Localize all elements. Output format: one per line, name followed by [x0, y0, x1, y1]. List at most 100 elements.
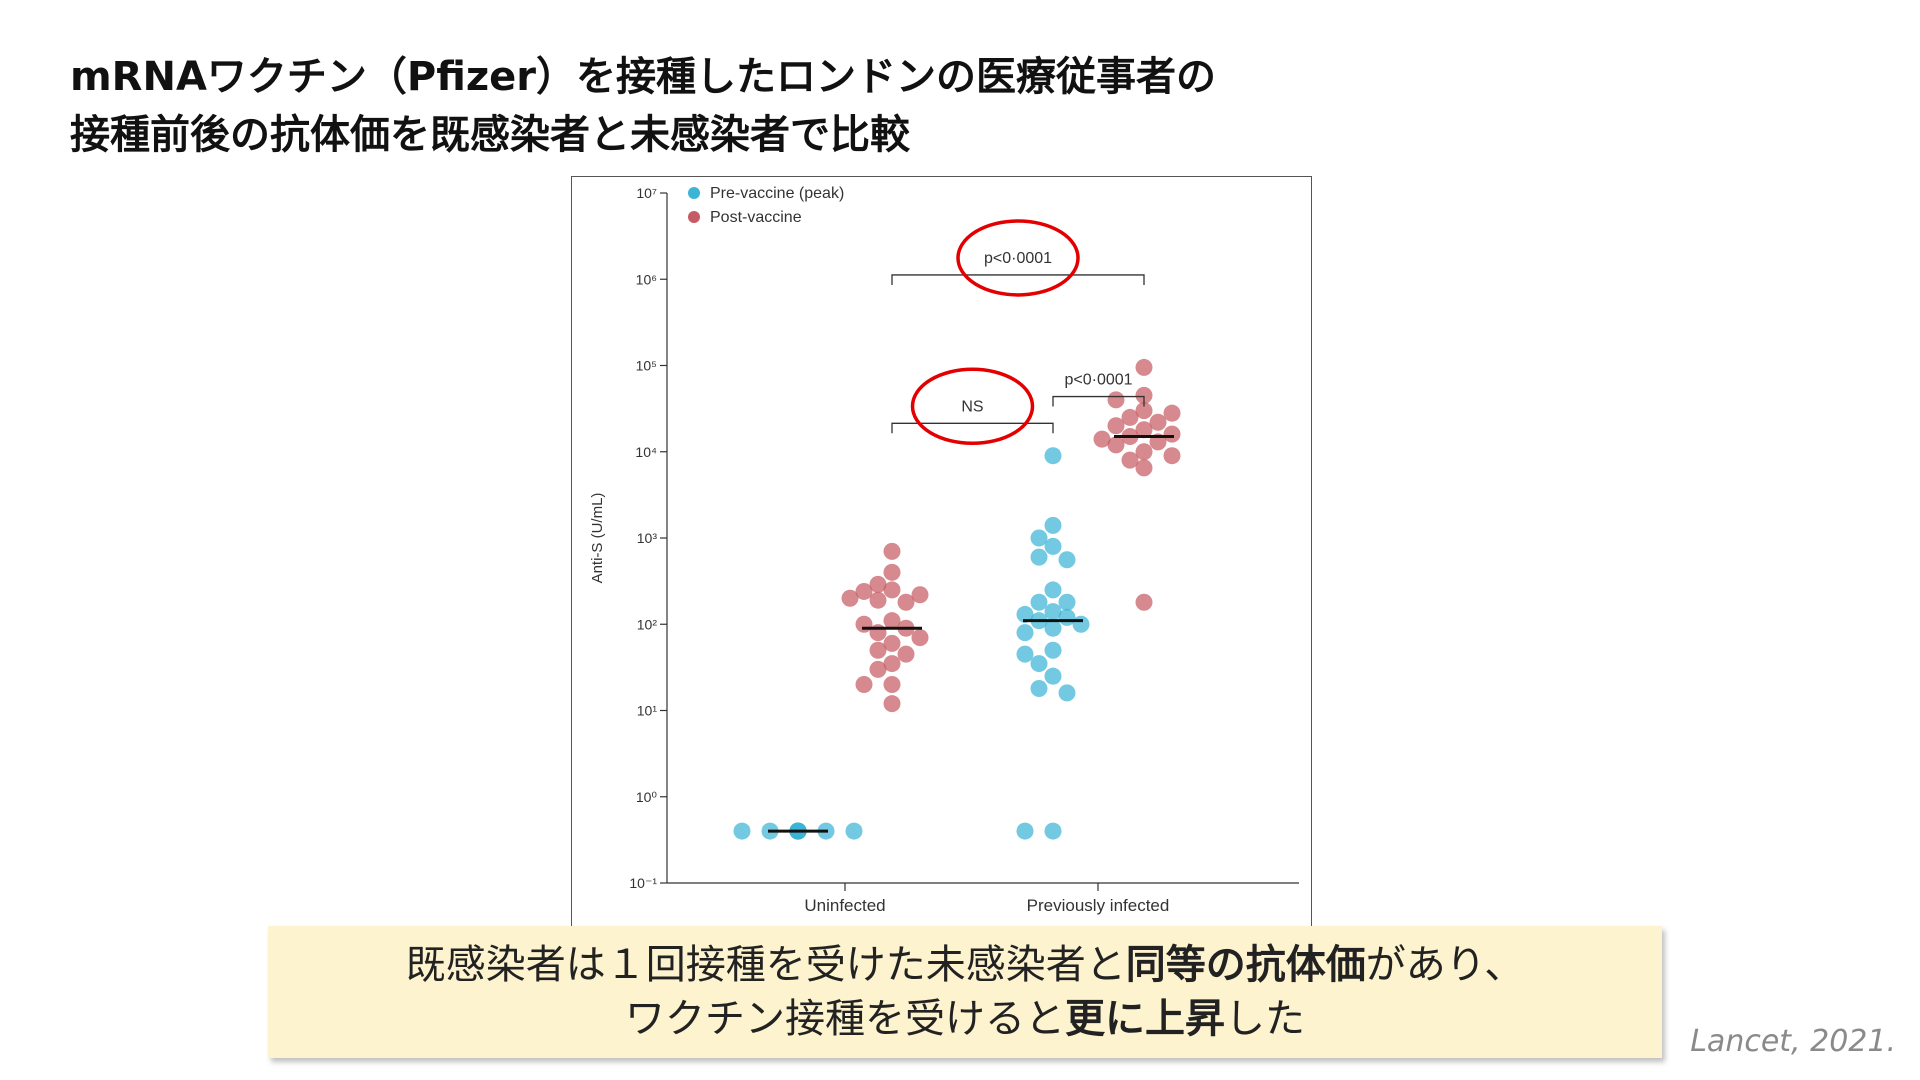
chart-frame: 10⁻¹ 10⁰ 10¹ 10² 10³ 10⁴ 10⁵ 10⁶ 10⁷ Anti-S (U/mL…: [571, 176, 1312, 928]
data-point: [1058, 684, 1076, 702]
callout-line2: ワクチン接種を受けると更に上昇した: [268, 992, 1662, 1046]
slide-title-line1: mRNAワクチン（Pfizer）を接種したロンドンの医療従事者の: [70, 54, 1217, 100]
data-point: [911, 629, 929, 647]
callout-text: した: [1225, 996, 1305, 1042]
conclusion-callout: 既感染者は１回接種を受けた未感染者と同等の抗体価があり、 ワクチン接種を受けると…: [268, 926, 1662, 1058]
data-point: [1163, 425, 1181, 443]
data-point: [1044, 516, 1062, 534]
y-tick-label: 10⁰: [636, 789, 658, 805]
data-point: [1107, 417, 1125, 435]
y-tick-label: 10¹: [637, 703, 658, 719]
data-point: [1121, 408, 1139, 426]
comparison-bracket: [1052, 395, 1145, 407]
data-point: [1030, 548, 1048, 566]
callout-text: ワクチン接種を受けると: [625, 996, 1065, 1042]
data-point: [1093, 430, 1111, 448]
data-point: [883, 634, 901, 652]
slide-title: mRNAワクチン（Pfizer）を接種したロンドンの医療従事者の 接種前後の抗体…: [70, 48, 1570, 164]
data-point: [1163, 447, 1181, 465]
data-point: [841, 589, 859, 607]
data-point: [855, 676, 873, 694]
legend-label-post: Post-vaccine: [710, 209, 802, 226]
data-point: [1044, 641, 1062, 659]
data-point: [1030, 529, 1048, 547]
data-point: [1044, 603, 1062, 621]
comparison-bracket: [891, 422, 1054, 434]
data-point: [883, 695, 901, 713]
data-point: [1107, 436, 1125, 454]
data-point: [1135, 421, 1153, 439]
y-tick-label: 10²: [637, 616, 658, 632]
data-point: [883, 563, 901, 581]
data-point: [733, 822, 751, 840]
data-point: [869, 624, 887, 642]
data-point: [1058, 551, 1076, 569]
y-axis-label: Anti-S (U/mL): [589, 493, 606, 584]
y-tick-label: 10³: [637, 530, 658, 546]
data-point: [1135, 358, 1153, 376]
data-point: [869, 641, 887, 659]
y-tick-label: 10⁻¹: [629, 875, 657, 891]
data-point: [1044, 581, 1062, 599]
x-tick-label: Previously infected: [1027, 896, 1170, 915]
data-point: [1044, 537, 1062, 555]
data-point: [869, 575, 887, 593]
data-point: [1121, 451, 1139, 469]
data-point: [897, 593, 915, 611]
callout-text: があり、: [1365, 942, 1525, 988]
data-point: [1044, 619, 1062, 637]
slide-title-line2: 接種前後の抗体価を既感染者と未感染者で比較: [70, 112, 910, 158]
y-tick-label: 10⁶: [636, 271, 657, 287]
legend-marker-post: [688, 211, 700, 223]
data-point: [869, 591, 887, 609]
highlight-circle: [956, 219, 1080, 297]
data-point: [1016, 645, 1034, 663]
data-point: [911, 586, 929, 604]
data-point: [883, 676, 901, 694]
data-point: [1016, 624, 1034, 642]
comparison-label: p<0·0001: [1064, 372, 1132, 389]
data-point: [883, 542, 901, 560]
data-point: [1016, 822, 1034, 840]
data-point: [855, 582, 873, 600]
callout-emphasis: 同等の抗体価: [1125, 942, 1366, 988]
comparison-bracket: [891, 274, 1145, 285]
legend-marker-pre: [688, 187, 700, 199]
data-point: [1044, 667, 1062, 685]
data-point: [1135, 402, 1153, 420]
data-point: [1016, 605, 1034, 623]
callout-line1: 既感染者は１回接種を受けた未感染者と同等の抗体価があり、: [268, 938, 1662, 992]
data-point: [897, 645, 915, 663]
highlight-circle: [910, 367, 1035, 446]
comparison-label: p<0·0001: [984, 250, 1052, 267]
data-point: [1072, 615, 1090, 633]
antibody-scatter-chart: 10⁻¹ 10⁰ 10¹ 10² 10³ 10⁴ 10⁵ 10⁶ 10⁷ Anti-S (U/mL…: [589, 185, 1299, 915]
data-point: [1149, 413, 1167, 431]
data-point: [1107, 391, 1125, 409]
citation: Lancet, 2021.: [1690, 1024, 1896, 1059]
data-point: [1044, 447, 1062, 465]
data-point: [883, 655, 901, 673]
callout-emphasis: 更に上昇: [1065, 996, 1225, 1042]
data-point: [883, 612, 901, 630]
data-point: [1030, 655, 1048, 673]
y-tick-label: 10⁵: [636, 358, 657, 374]
data-point: [1135, 386, 1153, 404]
data-point: [1030, 593, 1048, 611]
y-tick-label: 10⁷: [636, 185, 657, 201]
y-tick-label: 10⁴: [635, 444, 657, 460]
callout-text: 既感染者は１回接種を受けた未感染者と: [405, 942, 1126, 988]
data-point: [1044, 822, 1062, 840]
legend-label-pre: Pre-vaccine (peak): [710, 185, 844, 202]
data-point: [1135, 593, 1153, 611]
x-tick-label: Uninfected: [804, 896, 885, 915]
comparison-label: NS: [961, 398, 983, 415]
data-point: [883, 581, 901, 599]
data-point: [1163, 404, 1181, 422]
data-point: [1030, 679, 1048, 697]
data-point: [869, 660, 887, 678]
data-point: [1135, 459, 1153, 477]
data-point: [1058, 593, 1076, 611]
data-point: [845, 822, 863, 840]
data-point: [1135, 443, 1153, 461]
